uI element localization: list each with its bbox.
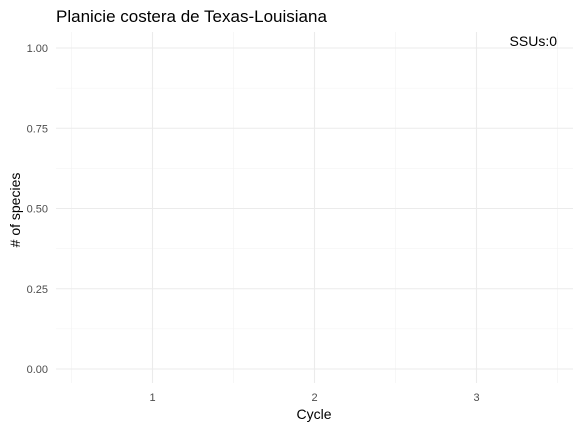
x-tick-label: 3: [473, 392, 479, 404]
y-tick-label: 0.75: [27, 123, 48, 135]
x-tick-label: 1: [149, 392, 155, 404]
major-gridlines: [56, 32, 573, 383]
x-axis-label: Cycle: [296, 406, 331, 422]
chart-title: Planicie costera de Texas-Louisiana: [56, 7, 327, 26]
ssu-count-annotation: SSUs:0: [510, 33, 558, 49]
y-tick-label: 0.25: [27, 284, 48, 296]
x-tick-labels: 1 2 3: [149, 392, 479, 404]
y-axis-label: # of species: [7, 173, 23, 248]
y-tick-labels: 0.00 0.25 0.50 0.75 1.00: [27, 43, 48, 376]
y-tick-label: 0.50: [27, 204, 48, 216]
y-tick-label: 1.00: [27, 43, 48, 55]
x-tick-label: 2: [311, 392, 317, 404]
y-tick-label: 0.00: [27, 364, 48, 376]
